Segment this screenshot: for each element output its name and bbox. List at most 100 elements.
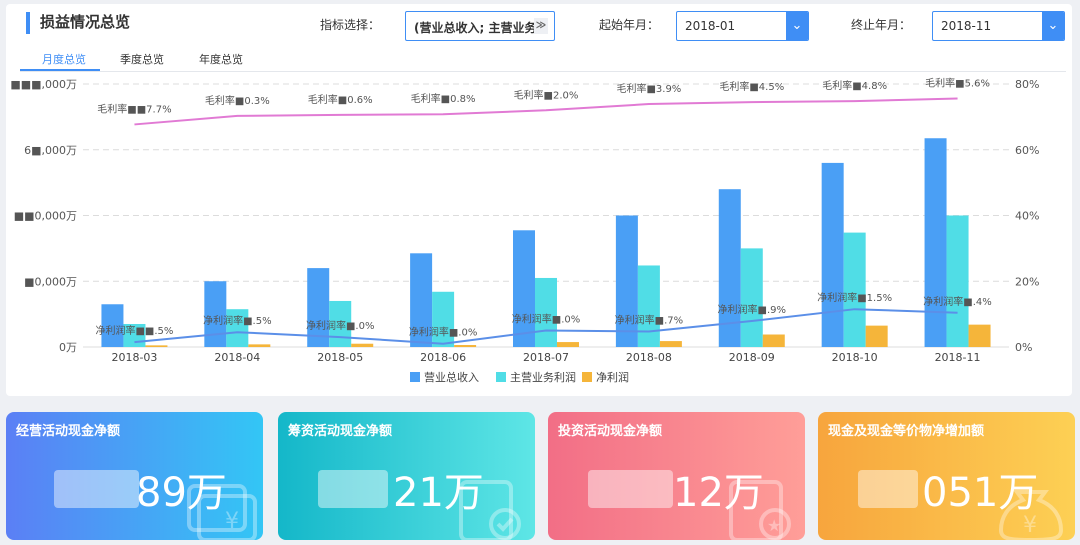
profit-loss-chart: 0万 0% ■0,000万 20% ■■0,000万 40% 6■,000万 60% ■■■,0… [10,76,1039,384]
end-month-label: 终止年月： [851,18,912,32]
gross-margin-label: 毛利率■4.8% [822,79,887,92]
bar-net-profit [351,343,374,347]
svg-text:★: ★ [767,516,781,535]
bar-main-profit [843,232,866,347]
net-margin-label: 净利润率■1.5% [817,291,892,304]
y-left-tick-label: 0万 [59,341,77,354]
legend-swatch [496,372,506,382]
card-financing-cash: 筹资活动现金净额 21万 [278,412,535,540]
tab-yearly[interactable]: 年度总览 [199,53,243,66]
indicator-select[interactable]: (营业总收入; 主营业务 ≫ [405,11,555,41]
net-margin-label: 净利润率■.4% [923,295,992,308]
gross-margin-label: 毛利率■0.6% [308,93,373,106]
card-value: 12万 [673,470,764,516]
gross-margin-label: 毛利率■■7.7% [97,102,171,115]
bar-net-profit [248,344,271,347]
card-value: 21万 [393,470,484,516]
card-cash-increase: 现金及现金等价物净增加额 051万 ¥ [818,412,1075,540]
title-accent-bar [26,12,30,34]
net-margin-label: 净利润率■.7% [615,314,684,327]
bar-main-profit [535,277,557,347]
gross-margin-label: 毛利率■0.8% [411,92,476,105]
x-tick-label: 2018-08 [626,351,672,364]
chevron-down-icon[interactable]: ⌄ [786,12,808,40]
bar-revenue [821,162,844,347]
legend-swatch [410,372,420,382]
bar-net-profit [557,342,579,347]
x-tick-label: 2018-09 [729,351,775,364]
net-margin-label: 净利润率■.0% [306,319,375,332]
blurred-value [54,470,139,508]
bar-net-profit [865,325,888,347]
svg-text:¥: ¥ [225,509,239,534]
bar-revenue [924,138,947,347]
gross-margin-line [134,97,958,126]
start-month-value: 2018-01 [685,19,736,33]
y-left-tick-label: ■■0,000万 [14,210,77,223]
svg-text:¥: ¥ [1023,513,1037,538]
net-margin-label: 净利润率■.0% [512,313,581,326]
end-month-select[interactable]: 2018-11 ⌄ [932,11,1065,41]
card-operating-cash: 经营活动现金净额 89万 ¥ [6,412,263,540]
bar-net-profit [762,334,785,347]
active-tab-indicator [20,69,100,71]
blurred-value [588,470,673,508]
chevron-down-icon[interactable]: ≫ [534,18,548,34]
bar-revenue [101,304,124,347]
card-title: 现金及现金等价物净增加额 [828,424,985,439]
tab-quarterly[interactable]: 季度总览 [120,53,164,66]
gross-margin-label: 毛利率■2.0% [514,88,579,101]
blurred-value [318,470,388,508]
card-value: 89万 [136,470,227,516]
legend-swatch [582,372,592,382]
bar-revenue [513,230,535,347]
start-month-select[interactable]: 2018-01 ⌄ [676,11,809,41]
tab-monthly[interactable]: 月度总览 [42,53,86,66]
y-right-tick-label: 60% [1015,144,1039,157]
y-right-tick-label: 40% [1015,210,1039,223]
x-tick-label: 2018-07 [523,351,569,364]
y-left-tick-label: ■■■,000万 [10,78,77,91]
net-margin-label: 净利润率■.5% [203,314,272,327]
bar-revenue [615,215,638,347]
bar-net-profit [454,345,477,347]
bar-revenue [307,268,330,347]
bar-main-profit [740,248,763,347]
net-margin-line [134,308,958,345]
card-title: 投资活动现金净额 [558,424,663,439]
card-title: 筹资活动现金净额 [288,424,393,439]
x-tick-label: 2018-04 [214,351,260,364]
net-margin-label: 净利润率■.0% [409,326,478,339]
legend-label: 营业总收入 [424,370,479,384]
card-value: 051万 [922,470,1039,516]
bar-revenue [204,281,227,347]
net-margin-label: 净利润率■.9% [718,303,787,316]
bar-main-profit [432,291,455,347]
legend-label: 主营业务利润 [510,370,576,384]
x-tick-label: 2018-05 [317,351,363,364]
card-title: 经营活动现金净额 [16,424,121,439]
bar-revenue [718,189,741,347]
y-left-tick-label: 6■,000万 [24,144,77,157]
bar-net-profit [659,341,682,347]
tab-divider [20,71,1066,72]
blurred-value [858,470,918,508]
certificate-star-icon: ★ [729,480,791,540]
money-bag-icon: ¥ [998,490,1064,540]
y-right-tick-label: 20% [1015,275,1039,288]
indicator-label: 指标选择： [320,18,381,32]
x-tick-label: 2018-10 [832,351,878,364]
bar-net-profit [145,345,168,347]
y-right-tick-label: 0% [1015,341,1032,354]
wallet-icon: ¥ [187,484,257,540]
end-month-value: 2018-11 [941,19,992,33]
bar-main-profit [637,265,660,347]
x-tick-label: 2018-03 [111,351,157,364]
x-tick-label: 2018-06 [420,351,466,364]
start-month-label: 起始年月： [599,18,660,32]
bar-main-profit [946,215,969,347]
y-right-tick-label: 80% [1015,78,1039,91]
indicator-select-value: (营业总收入; 主营业务 [414,21,537,35]
document-check-icon [459,480,521,540]
chevron-down-icon[interactable]: ⌄ [1042,12,1064,40]
